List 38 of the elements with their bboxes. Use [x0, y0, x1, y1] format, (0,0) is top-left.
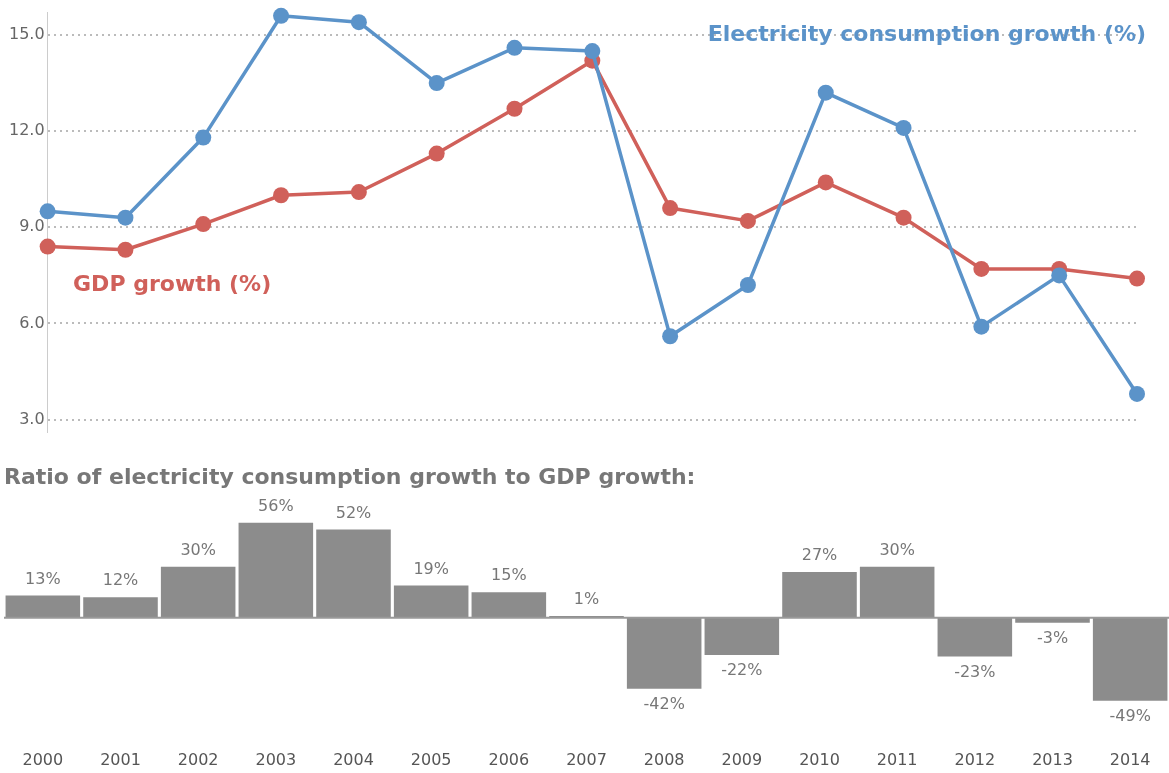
data-label: -3% [1036, 627, 1069, 647]
x-tick-label: 2008 [643, 749, 685, 769]
data-label: -49% [1109, 705, 1151, 725]
data-label: 1% [573, 589, 600, 609]
x-tick-label: 2013 [1032, 749, 1073, 769]
data-label: 56% [258, 495, 294, 515]
x-tick-label: 2012 [954, 749, 996, 769]
x-tick-label: 2000 [22, 749, 64, 769]
x-tick-label: 2014 [1109, 749, 1151, 769]
data-label: 27% [801, 545, 838, 565]
x-tick-label: 2006 [488, 749, 530, 769]
data-label: 52% [335, 502, 372, 522]
y-tick-label: 9.0 [19, 216, 45, 236]
data-label: 13% [25, 568, 61, 588]
data-label: -22% [721, 660, 763, 680]
x-tick-label: 2004 [333, 749, 374, 769]
x-tick-label: 2001 [100, 749, 141, 769]
data-label: 12% [102, 570, 139, 590]
chart-title: Ratio of electricity consumption growth to GDP growth: [4, 463, 696, 489]
data-label: 15% [491, 565, 527, 585]
y-tick-label: 6.0 [19, 312, 45, 332]
x-tick-label: 2005 [410, 749, 452, 769]
text: Electricity consumption growth (%) [707, 20, 1147, 46]
x-tick-label: 2007 [566, 749, 607, 769]
data-label: -23% [954, 661, 996, 681]
x-tick-label: 2003 [255, 749, 297, 769]
data-label: 30% [879, 539, 915, 559]
x-tick-label: 2009 [721, 749, 763, 769]
x-tick-label: 2011 [876, 749, 918, 769]
data-label: 19% [413, 558, 449, 578]
x-tick-label: 2010 [799, 749, 840, 769]
y-tick-label: 12.0 [9, 120, 45, 140]
y-tick-label: 3.0 [19, 408, 45, 428]
series-label: GDP growth (%) [73, 270, 272, 296]
y-tick-label: 15.0 [9, 24, 45, 44]
data-label: -42% [643, 693, 685, 713]
x-tick-label: 2002 [177, 749, 219, 769]
data-label: 30% [180, 539, 216, 559]
